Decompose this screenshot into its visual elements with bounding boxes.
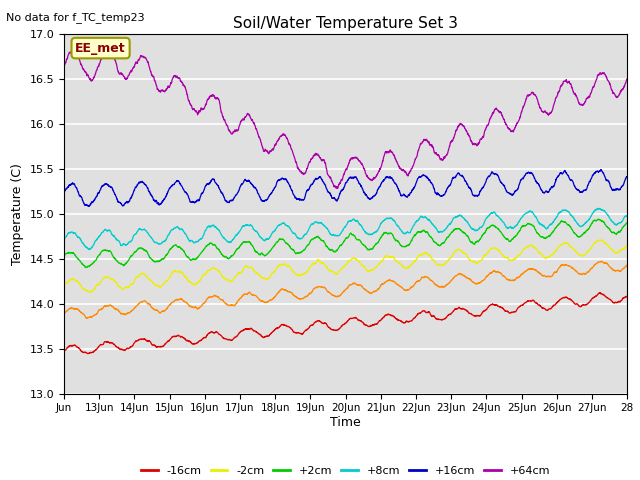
+16cm: [175, 180, 183, 185]
+2cm: [60, 253, 68, 259]
+16cm: [597, 167, 605, 172]
-16cm: [84, 351, 92, 357]
-8cm: [418, 275, 426, 280]
+8cm: [623, 213, 631, 218]
+8cm: [504, 224, 511, 230]
+2cm: [504, 236, 511, 241]
-2cm: [623, 242, 631, 248]
+16cm: [623, 174, 631, 180]
+2cm: [175, 244, 183, 250]
+8cm: [468, 226, 476, 231]
+16cm: [60, 190, 68, 195]
Title: Soil/Water Temperature Set 3: Soil/Water Temperature Set 3: [233, 16, 458, 31]
Line: +64cm: +64cm: [64, 50, 627, 188]
-16cm: [623, 293, 631, 299]
-16cm: [468, 312, 476, 317]
-2cm: [418, 252, 426, 257]
-8cm: [538, 272, 545, 277]
-8cm: [618, 268, 625, 274]
+16cm: [504, 190, 511, 195]
+64cm: [104, 47, 111, 53]
Line: +2cm: +2cm: [64, 219, 627, 267]
+2cm: [468, 240, 476, 245]
+64cm: [468, 139, 476, 144]
-16cm: [175, 333, 183, 339]
Text: EE_met: EE_met: [76, 42, 126, 55]
-8cm: [175, 297, 183, 302]
+16cm: [538, 187, 545, 192]
Text: No data for f_TC_temp23: No data for f_TC_temp23: [6, 12, 145, 23]
Line: +16cm: +16cm: [64, 169, 627, 206]
-16cm: [618, 298, 625, 303]
+8cm: [60, 236, 68, 241]
-16cm: [504, 309, 511, 314]
+8cm: [538, 221, 545, 227]
Y-axis label: Temperature (C): Temperature (C): [11, 163, 24, 264]
+16cm: [618, 184, 625, 190]
+2cm: [418, 228, 426, 234]
+16cm: [85, 204, 93, 209]
-8cm: [504, 276, 511, 282]
+16cm: [418, 173, 426, 179]
+64cm: [538, 108, 545, 114]
+64cm: [60, 63, 68, 69]
-2cm: [175, 269, 183, 275]
-16cm: [596, 290, 604, 296]
-2cm: [504, 255, 511, 261]
+64cm: [419, 140, 426, 145]
-16cm: [538, 304, 545, 310]
+8cm: [618, 219, 625, 225]
+8cm: [595, 205, 602, 211]
X-axis label: Time: Time: [330, 416, 361, 429]
Line: -16cm: -16cm: [64, 293, 627, 354]
+2cm: [595, 216, 603, 222]
-8cm: [623, 262, 631, 268]
+2cm: [618, 227, 625, 233]
Legend: -16cm, -8cm, -2cm, +2cm, +8cm, +16cm, +64cm: -16cm, -8cm, -2cm, +2cm, +8cm, +16cm, +6…: [137, 462, 554, 480]
+64cm: [623, 76, 631, 82]
+64cm: [504, 125, 511, 131]
+8cm: [85, 247, 93, 252]
-2cm: [86, 289, 94, 295]
+2cm: [82, 264, 90, 270]
Line: -8cm: -8cm: [64, 261, 627, 318]
-2cm: [596, 237, 604, 243]
Line: +8cm: +8cm: [64, 208, 627, 250]
-8cm: [83, 315, 91, 321]
-16cm: [60, 348, 68, 354]
+64cm: [175, 75, 183, 81]
Line: -2cm: -2cm: [64, 240, 627, 292]
+8cm: [175, 227, 183, 232]
-8cm: [60, 311, 68, 317]
+16cm: [468, 188, 476, 194]
-16cm: [418, 309, 426, 315]
+64cm: [333, 185, 341, 191]
+2cm: [538, 234, 545, 240]
+2cm: [623, 220, 631, 226]
-2cm: [538, 251, 545, 257]
-8cm: [468, 277, 476, 283]
-2cm: [468, 258, 476, 264]
-2cm: [60, 282, 68, 288]
-8cm: [598, 258, 605, 264]
-2cm: [618, 247, 625, 252]
+8cm: [418, 214, 426, 219]
+64cm: [618, 88, 625, 94]
